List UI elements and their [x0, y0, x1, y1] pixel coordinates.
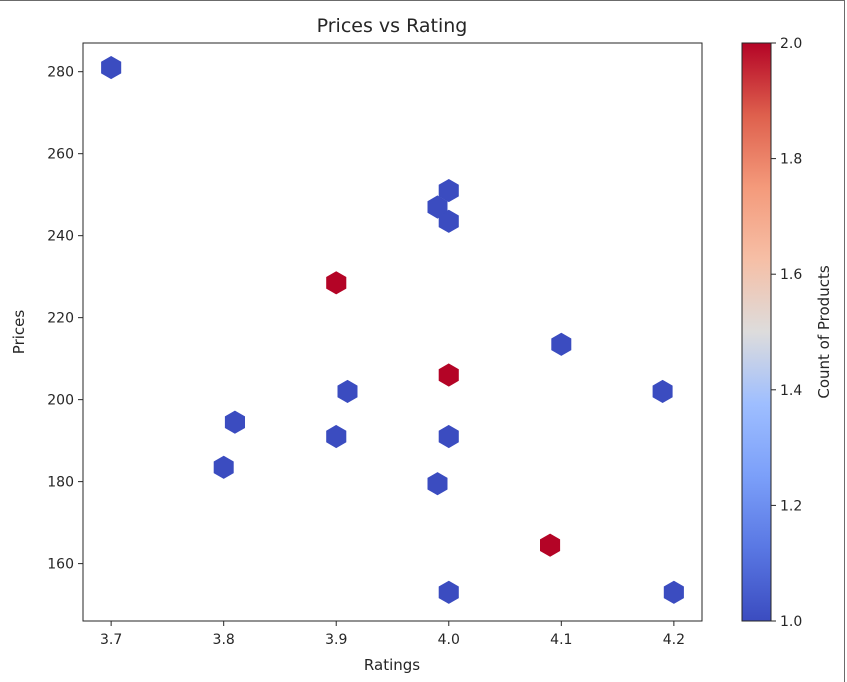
x-tick-label: 3.8	[213, 632, 235, 648]
x-axis: 3.7 3.8 3.9 4.0 4.1 4.2	[100, 621, 685, 648]
colorbar	[741, 42, 772, 622]
hexbin-point	[326, 271, 347, 295]
hexbin-point	[438, 580, 459, 604]
colorbar-tick-label: 1.0	[780, 614, 802, 630]
y-tick-label: 240	[47, 229, 74, 245]
colorbar-tick-label: 2.0	[780, 36, 802, 52]
hexbin-point	[337, 379, 358, 403]
y-tick-label: 180	[47, 475, 74, 491]
hexbin-point	[427, 472, 448, 496]
colorbar-tick-label: 1.6	[780, 267, 802, 283]
colorbar-tick-label: 1.4	[780, 383, 802, 399]
y-tick-label: 160	[47, 557, 74, 573]
colorbar-axis: 1.0 1.2 1.4 1.6 1.8 2.0	[771, 36, 802, 630]
hexbin-point	[438, 363, 459, 387]
hexbin-points	[101, 56, 684, 604]
hexbin-point	[438, 179, 459, 203]
hexbin-point	[224, 410, 245, 434]
x-axis-label: Ratings	[364, 656, 420, 674]
hexbin-point	[427, 195, 448, 219]
hexbin-point	[540, 533, 561, 557]
chart-title: Prices vs Rating	[317, 15, 468, 37]
hexbin-point	[652, 379, 673, 403]
colorbar-label: Count of Products	[815, 265, 833, 398]
hexbin-point	[438, 424, 459, 449]
x-tick-label: 4.2	[663, 632, 685, 648]
colorbar-tick-label: 1.8	[780, 152, 802, 168]
hexbin-point	[326, 424, 347, 449]
x-tick-label: 3.9	[325, 632, 347, 648]
y-axis-label: Prices	[10, 310, 28, 355]
y-tick-label: 280	[47, 65, 74, 81]
x-tick-label: 3.7	[100, 632, 122, 648]
y-tick-label: 200	[47, 393, 74, 409]
x-tick-label: 4.0	[438, 632, 460, 648]
hexbin-point	[101, 56, 122, 80]
plot-area	[82, 42, 703, 622]
hexbin-point	[551, 332, 572, 356]
y-tick-label: 220	[47, 311, 74, 327]
hexbin-point	[213, 455, 234, 479]
y-tick-label: 260	[47, 147, 74, 163]
colorbar-tick-label: 1.2	[780, 498, 802, 514]
hexbin-point	[438, 209, 459, 233]
hexbin-point	[663, 580, 684, 604]
y-axis: 160 180 200 220 240 260 280	[47, 65, 83, 573]
x-tick-label: 4.1	[550, 632, 572, 648]
